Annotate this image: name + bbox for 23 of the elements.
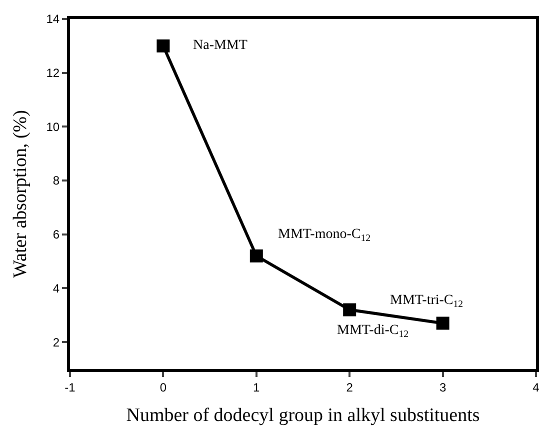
x-tick-label: 2 bbox=[346, 380, 354, 394]
point bbox=[343, 303, 356, 316]
x-axis-title: Number of dodecyl group in alkyl substituents bbox=[126, 405, 480, 426]
y-tick-label: 10 bbox=[46, 120, 60, 134]
annotation: MMT-di-C$_{12}$ bbox=[337, 323, 409, 340]
point bbox=[436, 316, 450, 330]
annotation: MMT-tri-C$_{12}$ bbox=[390, 293, 464, 310]
annotation: Na-MMT bbox=[193, 38, 248, 53]
point bbox=[250, 249, 263, 262]
x-tick-label: 0 bbox=[160, 380, 167, 394]
y-tick-label: 4 bbox=[52, 281, 60, 296]
y-tick-label: 14 bbox=[46, 12, 60, 26]
x-tick-label: 1 bbox=[253, 380, 260, 394]
y-axis-title: Water absorption, (%) bbox=[10, 110, 32, 278]
x-tick-label: 4 bbox=[532, 380, 540, 394]
y-tick-label: 12 bbox=[46, 66, 60, 80]
y-tick-label: 6 bbox=[52, 228, 60, 242]
x-tick-label: -1 bbox=[64, 380, 76, 394]
x-tick-label: 3 bbox=[439, 380, 446, 394]
annotation: MMT-mono-C$_{12}$ bbox=[278, 227, 371, 244]
y-tick-label: 8 bbox=[52, 174, 60, 188]
y-tick-label: 2 bbox=[52, 335, 60, 350]
point bbox=[156, 39, 170, 52]
